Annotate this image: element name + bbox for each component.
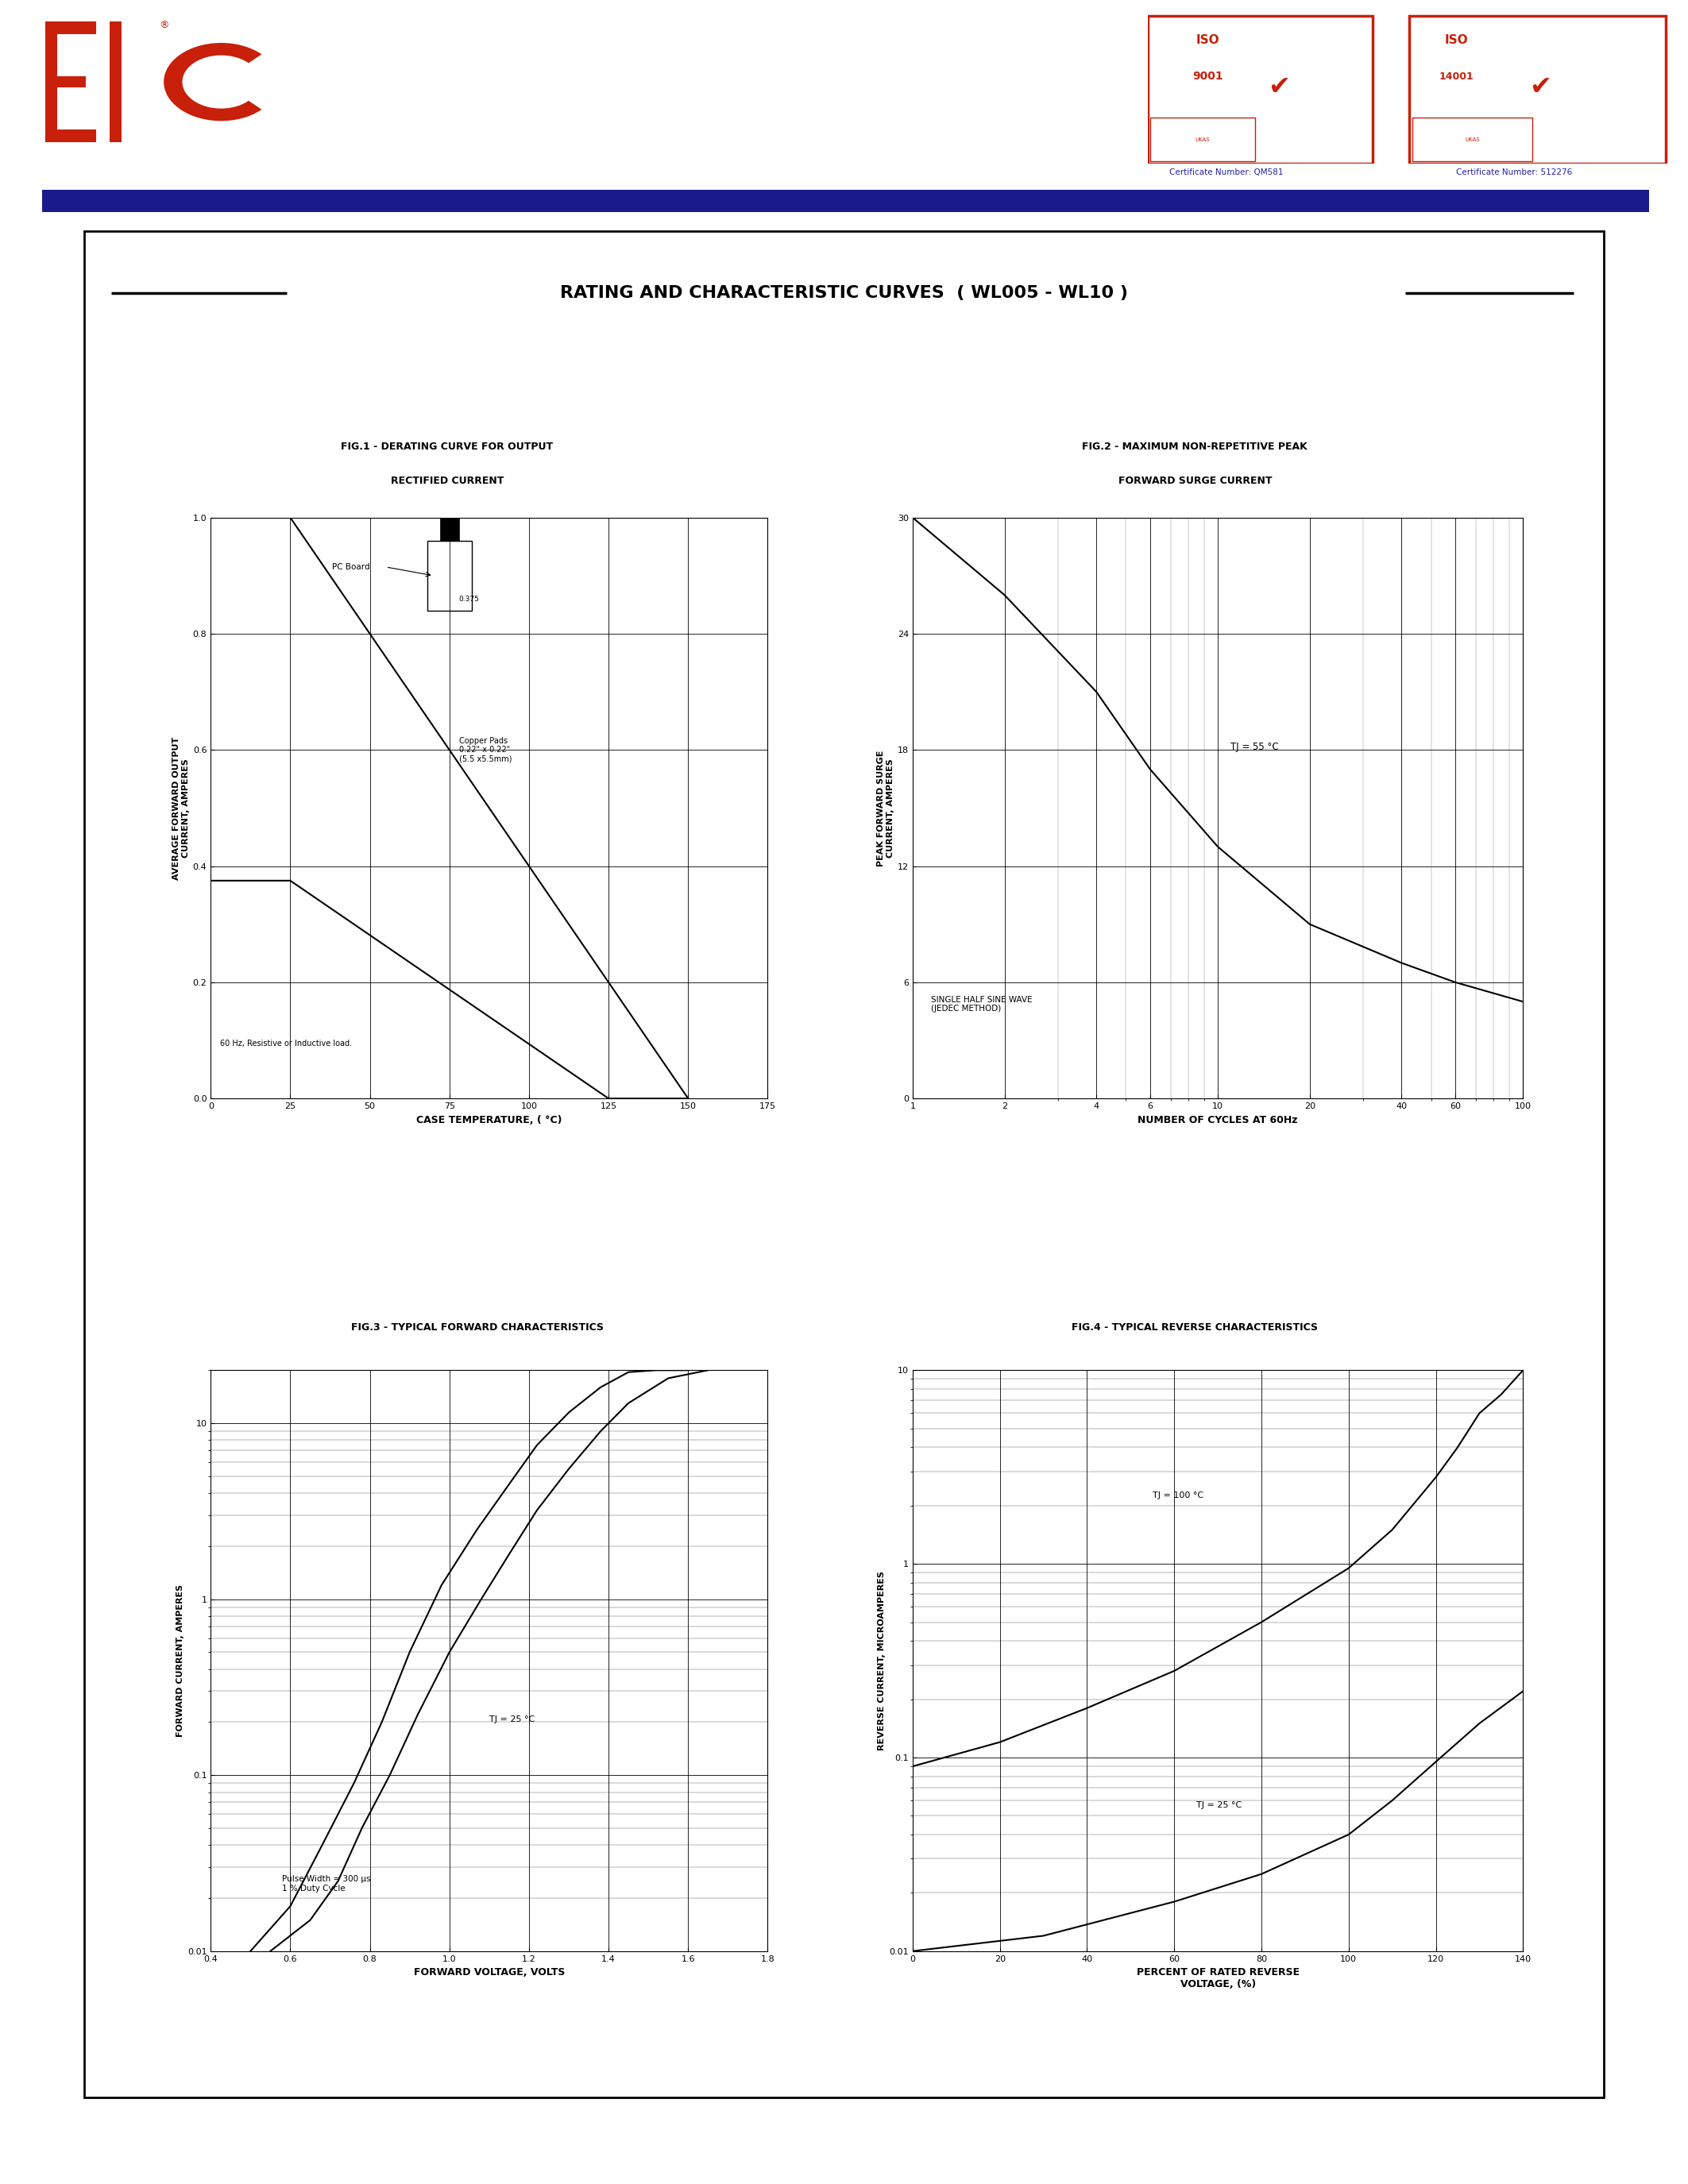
Text: FIG.1 - DERATING CURVE FOR OUTPUT: FIG.1 - DERATING CURVE FOR OUTPUT <box>341 441 554 452</box>
Bar <box>1151 118 1256 162</box>
Y-axis label: PEAK FORWARD SURGE
CURRENT, AMPERES: PEAK FORWARD SURGE CURRENT, AMPERES <box>878 749 895 867</box>
Text: UKAS: UKAS <box>1195 138 1210 142</box>
Text: ✔: ✔ <box>1529 74 1551 100</box>
Y-axis label: FORWARD CURRENT, AMPERES: FORWARD CURRENT, AMPERES <box>176 1583 184 1736</box>
Text: Certificate Number: QM581: Certificate Number: QM581 <box>1170 168 1283 177</box>
Bar <box>441 518 459 542</box>
Text: PC Board: PC Board <box>331 563 370 570</box>
Text: FIG.2 - MAXIMUM NON-REPETITIVE PEAK: FIG.2 - MAXIMUM NON-REPETITIVE PEAK <box>1082 441 1308 452</box>
Text: TJ = 100 °C: TJ = 100 °C <box>1153 1492 1204 1498</box>
Text: TJ = 25 °C: TJ = 25 °C <box>490 1717 535 1723</box>
Text: Certificate Number: 512276: Certificate Number: 512276 <box>1457 168 1572 177</box>
X-axis label: CASE TEMPERATURE, ( °C): CASE TEMPERATURE, ( °C) <box>417 1114 562 1125</box>
Text: ISO: ISO <box>1197 35 1220 46</box>
Bar <box>46 22 96 35</box>
Text: SINGLE HALF SINE WAVE
(JEDEC METHOD): SINGLE HALF SINE WAVE (JEDEC METHOD) <box>932 996 1033 1013</box>
Text: ®: ® <box>159 20 169 31</box>
Text: TJ = 55 °C: TJ = 55 °C <box>1231 743 1278 751</box>
Y-axis label: REVERSE CURRENT, MICROAMPERES: REVERSE CURRENT, MICROAMPERES <box>878 1570 886 1749</box>
Polygon shape <box>164 44 262 120</box>
Bar <box>427 542 471 612</box>
Bar <box>1413 118 1533 162</box>
Text: FIG.3 - TYPICAL FORWARD CHARACTERISTICS: FIG.3 - TYPICAL FORWARD CHARACTERISTICS <box>351 1321 604 1332</box>
Text: Pulse Width = 300 μs
1 % Duty Cycle: Pulse Width = 300 μs 1 % Duty Cycle <box>282 1876 371 1891</box>
Bar <box>46 76 86 87</box>
Text: ✔: ✔ <box>1268 74 1290 100</box>
Bar <box>46 129 96 142</box>
Bar <box>110 22 122 142</box>
X-axis label: PERCENT OF RATED REVERSE
VOLTAGE, (%): PERCENT OF RATED REVERSE VOLTAGE, (%) <box>1136 1968 1300 1990</box>
Text: RECTIFIED CURRENT: RECTIFIED CURRENT <box>390 476 503 485</box>
Text: Copper Pads
0.22" x 0.22"
(5.5 x5.5mm): Copper Pads 0.22" x 0.22" (5.5 x5.5mm) <box>459 736 511 762</box>
X-axis label: NUMBER OF CYCLES AT 60Hz: NUMBER OF CYCLES AT 60Hz <box>1138 1114 1298 1125</box>
X-axis label: FORWARD VOLTAGE, VOLTS: FORWARD VOLTAGE, VOLTS <box>414 1968 565 1979</box>
Text: FORWARD SURGE CURRENT: FORWARD SURGE CURRENT <box>1117 476 1271 485</box>
Text: FIG.4 - TYPICAL REVERSE CHARACTERISTICS: FIG.4 - TYPICAL REVERSE CHARACTERISTICS <box>1072 1321 1318 1332</box>
Text: TJ = 25 °C: TJ = 25 °C <box>1197 1802 1242 1808</box>
Text: 14001: 14001 <box>1440 72 1474 83</box>
Text: 60 Hz, Resistive or Inductive load.: 60 Hz, Resistive or Inductive load. <box>219 1040 353 1048</box>
Bar <box>46 22 57 142</box>
Text: 9001: 9001 <box>1193 70 1224 83</box>
Y-axis label: AVERAGE FORWARD OUTPUT
CURRENT, AMPERES: AVERAGE FORWARD OUTPUT CURRENT, AMPERES <box>172 736 189 880</box>
Text: ISO: ISO <box>1445 35 1469 46</box>
Bar <box>1409 15 1666 164</box>
Bar <box>1148 15 1372 164</box>
Text: UKAS: UKAS <box>1465 138 1480 142</box>
Text: RATING AND CHARACTERISTIC CURVES  ( WL005 - WL10 ): RATING AND CHARACTERISTIC CURVES ( WL005… <box>560 284 1128 301</box>
Text: 0.375: 0.375 <box>459 596 479 603</box>
